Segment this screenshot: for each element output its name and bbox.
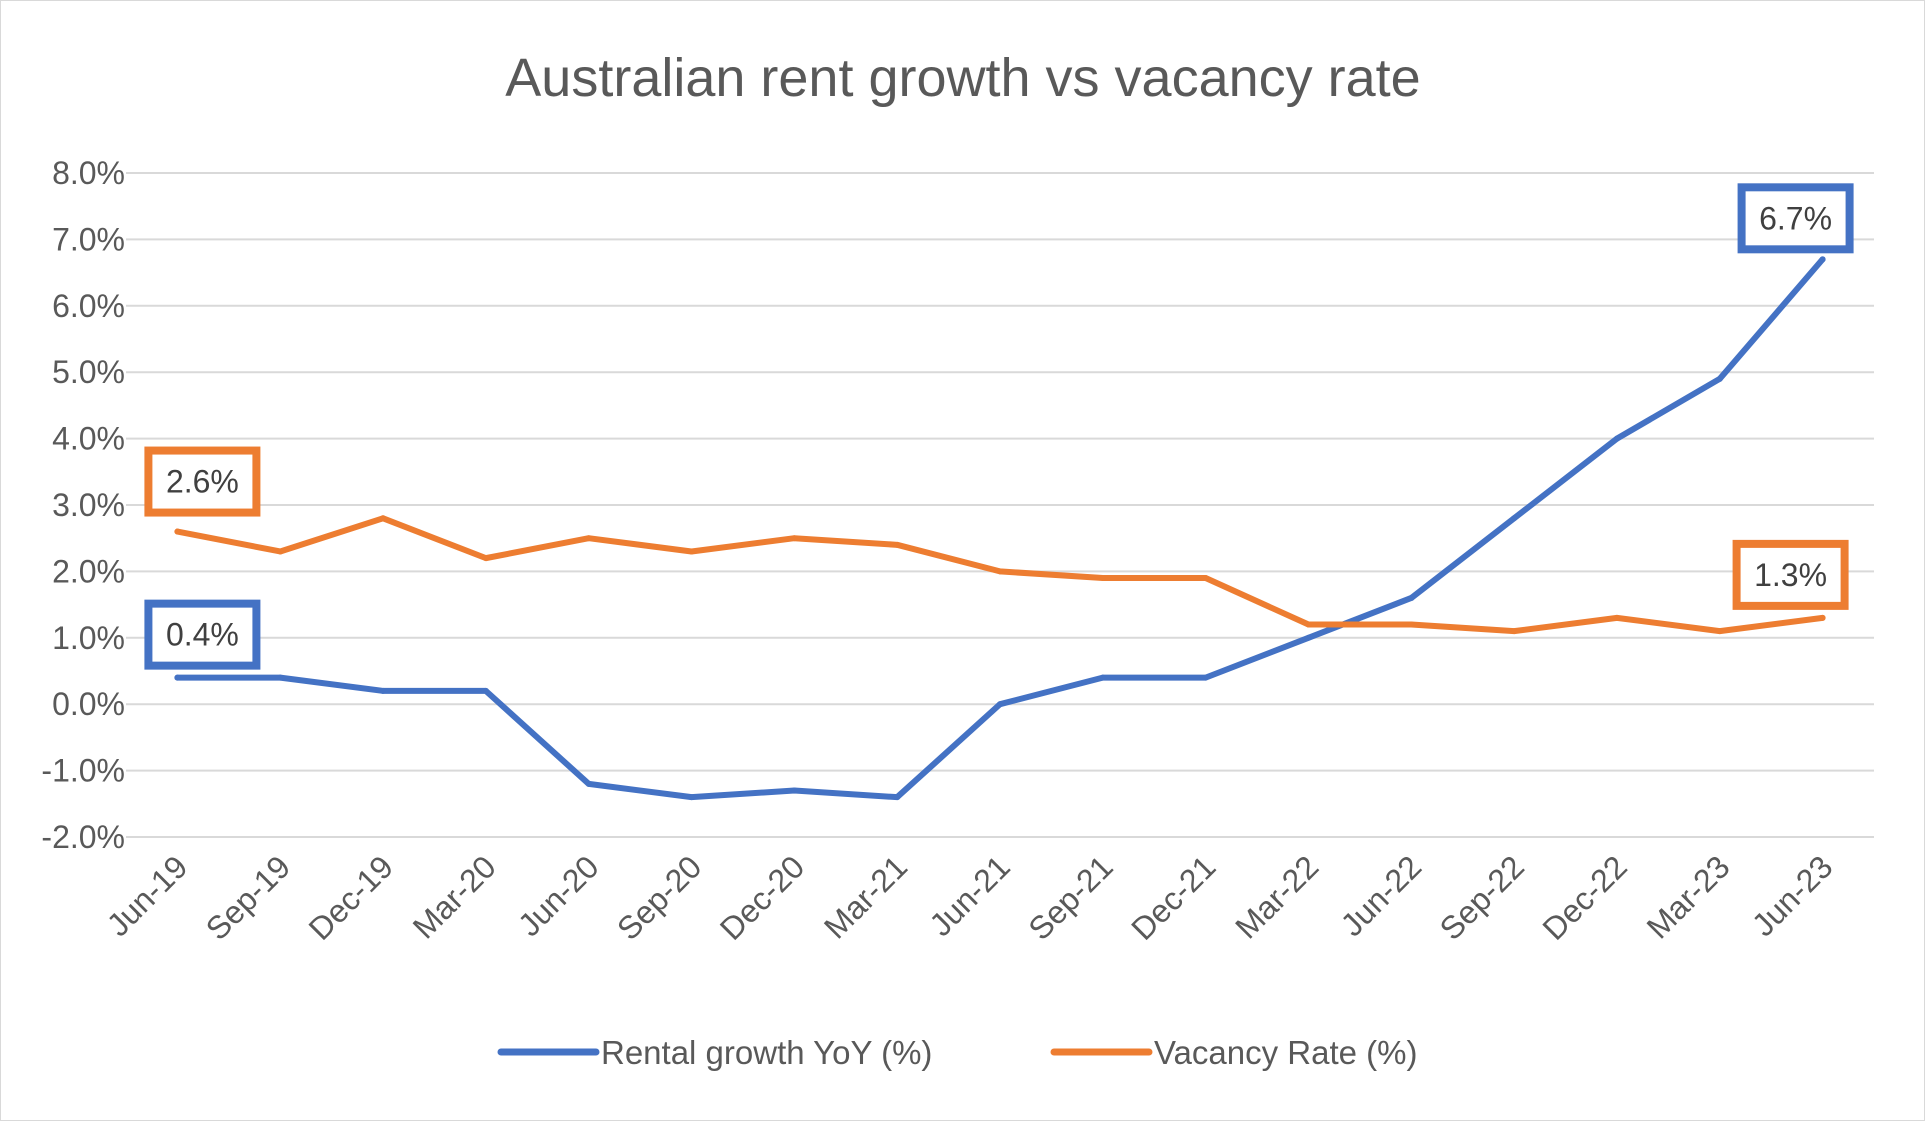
series-lines [174, 256, 1826, 801]
data-point [688, 794, 695, 801]
data-label-box [1732, 539, 1849, 610]
gridlines [126, 172, 1874, 838]
data-point [1408, 594, 1415, 601]
x-tick-label: Sep-22 [1433, 848, 1531, 946]
data-point [174, 674, 181, 681]
data-label-text: 1.3% [1754, 557, 1827, 593]
data-point [1408, 621, 1415, 628]
data-point [1819, 256, 1826, 263]
data-point [1099, 674, 1106, 681]
series-line-rental-growth [174, 256, 1826, 801]
data-label-text: 0.4% [166, 617, 239, 653]
data-point [1305, 621, 1312, 628]
data-point [277, 548, 284, 555]
x-tick-label: Jun-22 [1334, 848, 1429, 943]
x-tick-label: Mar-22 [1228, 848, 1325, 945]
x-tick-label: Sep-19 [199, 848, 297, 946]
y-tick-label: 6.0% [52, 288, 125, 324]
x-tick-label: Sep-20 [610, 848, 708, 946]
data-point [1716, 375, 1723, 382]
x-tick-label: Jun-19 [100, 848, 195, 943]
chart-title: Australian rent growth vs vacancy rate [505, 48, 1420, 108]
data-point [791, 787, 798, 794]
y-axis-ticks: -2.0% -1.0% 0.0% 1.0% 2.0% 3.0% 4.0% 5.0% 6.0% 7.… [41, 155, 125, 855]
data-point [482, 687, 489, 694]
x-tick-label: Dec-19 [302, 848, 400, 946]
x-tick-label: Mar-23 [1640, 848, 1737, 945]
x-tick-label: Sep-21 [1021, 848, 1119, 946]
data-point [1305, 634, 1312, 641]
x-tick-label: Mar-20 [406, 848, 503, 945]
data-point [997, 568, 1003, 575]
data-point [1819, 614, 1826, 621]
data-point [585, 780, 592, 787]
data-point [174, 528, 181, 535]
data-label-text: 6.7% [1759, 200, 1832, 236]
data-label: 0.4% [144, 599, 261, 670]
y-tick-label: 4.0% [52, 421, 125, 457]
y-tick-label: 5.0% [52, 354, 125, 390]
data-point [277, 674, 284, 681]
data-point [1613, 614, 1620, 621]
series-line-vacancy-rate [174, 515, 1826, 635]
data-point [791, 535, 798, 542]
data-point [1511, 515, 1518, 522]
x-axis-ticks: Jun-19 Sep-19 Dec-19 Mar-20 Jun-20 Sep-20 Dec-… [100, 848, 1840, 946]
data-labels: 0.4% 6.7% 2.6% 1.3% [144, 183, 1854, 670]
y-tick-label: 0.0% [52, 686, 125, 722]
x-tick-label: Dec-22 [1535, 848, 1633, 946]
y-tick-label: 3.0% [52, 487, 125, 523]
legend-label: Vacancy Rate (%) [1154, 1034, 1417, 1071]
x-tick-label: Mar-21 [817, 848, 914, 945]
legend: Rental growth YoY (%) Vacancy Rate (%) [497, 1034, 1417, 1071]
data-point [1099, 575, 1106, 582]
data-label-box [1737, 183, 1854, 254]
data-point [997, 701, 1003, 708]
data-point [1202, 674, 1209, 681]
data-label-box [144, 446, 261, 517]
y-tick-label: -1.0% [41, 753, 125, 789]
data-point [1716, 628, 1723, 635]
data-label-box [144, 599, 261, 670]
data-label: 1.3% [1732, 539, 1849, 610]
data-label-text: 2.6% [166, 464, 239, 500]
data-point [688, 548, 695, 555]
x-tick-label: Jun-21 [922, 848, 1017, 943]
data-point [894, 541, 901, 548]
y-tick-label: 2.0% [52, 553, 125, 589]
y-tick-label: 8.0% [52, 155, 125, 191]
x-tick-label: Dec-20 [713, 848, 811, 946]
data-label: 6.7% [1737, 183, 1854, 254]
x-tick-label: Jun-20 [511, 848, 606, 943]
y-tick-label: 1.0% [52, 620, 125, 656]
data-point [380, 687, 387, 694]
x-tick-label: Jun-23 [1745, 848, 1840, 943]
data-point [380, 515, 387, 522]
y-tick-label: -2.0% [41, 819, 125, 855]
data-point [585, 535, 592, 542]
data-point [1511, 628, 1518, 635]
data-point [1613, 435, 1620, 442]
data-point [1202, 575, 1209, 582]
y-tick-label: 7.0% [52, 221, 125, 257]
x-tick-label: Dec-21 [1124, 848, 1222, 946]
legend-label: Rental growth YoY (%) [601, 1034, 932, 1071]
data-label: 2.6% [144, 446, 261, 517]
data-point [482, 555, 489, 562]
data-point [894, 794, 901, 801]
